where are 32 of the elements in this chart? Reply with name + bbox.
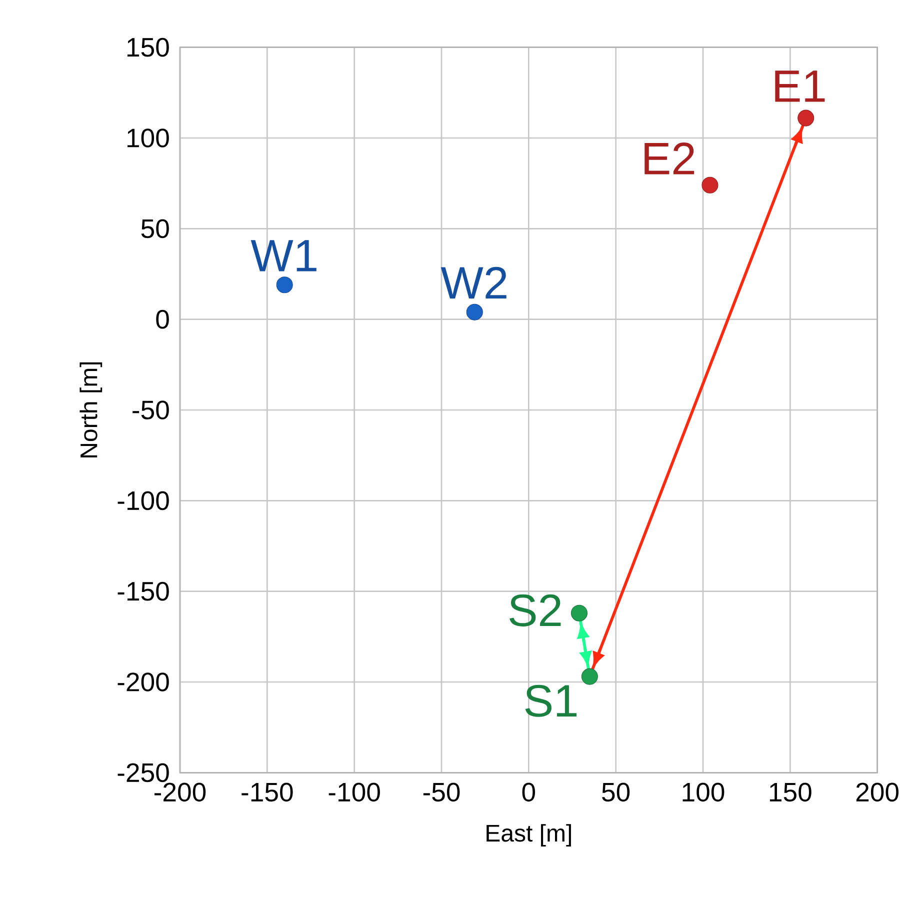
y-tick-label: -200 <box>118 672 169 692</box>
y-tick-label: 50 <box>141 219 169 238</box>
x-tick-label: 50 <box>602 782 630 802</box>
series-label: S1 <box>525 684 577 717</box>
y-tick-label: 150 <box>127 38 169 57</box>
x-tick-label: -50 <box>423 782 460 802</box>
series-label: E1 <box>775 70 825 102</box>
x-tick-label: -150 <box>242 782 293 802</box>
point <box>798 110 814 126</box>
y-axis-title: North [m] <box>80 362 102 458</box>
x-tick-label: 200 <box>856 782 899 802</box>
y-tick-label: -100 <box>118 491 169 510</box>
series-label: W1 <box>250 240 316 272</box>
y-tick-label: 0 <box>156 310 169 329</box>
point <box>581 668 598 685</box>
x-tick-label: -200 <box>154 782 206 802</box>
y-tick-label: -50 <box>132 400 169 420</box>
series-label: E2 <box>644 142 694 174</box>
x-tick-label: 0 <box>522 782 536 802</box>
point <box>570 604 588 622</box>
x-tick-label: 100 <box>682 782 724 802</box>
y-tick-label: -250 <box>118 763 169 782</box>
x-axis-title: East [m] <box>486 824 571 846</box>
point <box>276 276 293 294</box>
series-label: S2 <box>510 594 561 626</box>
point <box>466 304 483 320</box>
point <box>702 176 718 194</box>
y-tick-label: -150 <box>118 582 169 601</box>
series-label: W2 <box>440 266 506 298</box>
x-tick-label: -100 <box>328 782 380 802</box>
x-tick-label: 150 <box>770 782 812 802</box>
y-tick-label: 100 <box>127 128 169 148</box>
